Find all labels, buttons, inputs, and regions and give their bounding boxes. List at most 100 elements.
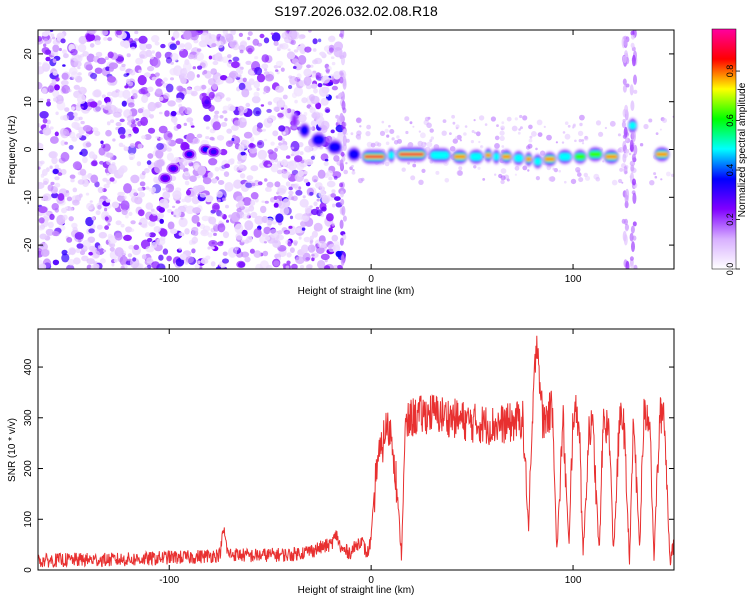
noise-point	[303, 236, 311, 243]
stripe-point	[622, 84, 627, 93]
noise-point	[79, 151, 83, 155]
noise-point	[581, 139, 585, 142]
noise-point	[171, 116, 178, 123]
noise-point	[155, 78, 164, 87]
noise-point	[216, 96, 221, 101]
noise-point	[38, 81, 43, 90]
noise-point	[66, 237, 73, 243]
noise-point	[233, 179, 243, 189]
noise-point	[237, 160, 242, 165]
stripe-point	[633, 89, 638, 94]
noise-point	[318, 190, 326, 198]
noise-point	[307, 244, 316, 253]
noise-point	[72, 199, 80, 206]
noise-point	[421, 168, 426, 173]
noise-point	[134, 38, 139, 42]
noise-point	[62, 214, 68, 221]
noise-point	[567, 124, 571, 128]
noise-point	[352, 169, 355, 172]
noise-point	[111, 201, 119, 209]
noise-point	[152, 58, 161, 68]
noise-point	[53, 231, 60, 237]
noise-point	[291, 146, 295, 150]
noise-point	[471, 130, 475, 133]
stripe-point	[630, 100, 635, 111]
noise-point	[102, 177, 108, 182]
noise-point	[97, 100, 102, 106]
noise-point	[535, 176, 541, 181]
band-segment	[430, 151, 450, 159]
noise-point	[159, 137, 163, 140]
noise-point	[333, 71, 341, 80]
noise-point	[574, 139, 577, 143]
noise-point	[245, 102, 251, 108]
noise-point	[260, 104, 265, 107]
noise-point	[276, 169, 283, 175]
noise-point	[63, 190, 70, 197]
noise-point	[207, 171, 214, 179]
noise-point	[253, 228, 262, 238]
noise-point	[72, 161, 82, 170]
noise-point	[162, 191, 171, 200]
noise-point	[56, 100, 66, 111]
noise-point	[38, 186, 42, 189]
snr-plot-area	[38, 329, 674, 570]
spectrogram-x-label: Height of straight line (km)	[298, 286, 415, 297]
noise-point	[151, 261, 160, 269]
noise-point	[323, 161, 329, 167]
noise-point	[269, 228, 278, 239]
noise-point	[166, 147, 172, 152]
stripe-point	[623, 38, 628, 46]
noise-point	[459, 139, 462, 142]
noise-point	[639, 143, 644, 147]
noise-point	[229, 39, 238, 49]
noise-point	[179, 253, 187, 260]
noise-point	[249, 248, 255, 254]
noise-point	[324, 158, 329, 162]
noise-point	[327, 243, 336, 253]
noise-point	[45, 49, 52, 55]
noise-point	[67, 259, 75, 266]
noise-point	[222, 110, 228, 114]
noise-point	[100, 140, 104, 145]
stripe-point	[630, 42, 635, 49]
noise-point	[263, 37, 270, 44]
noise-point	[126, 121, 131, 126]
noise-point	[286, 252, 292, 258]
noise-point	[299, 36, 303, 40]
noise-point	[62, 64, 66, 67]
stripe-point	[339, 33, 344, 38]
noise-point	[107, 223, 111, 226]
noise-point	[178, 158, 187, 167]
noise-point	[129, 228, 135, 232]
noise-point	[201, 229, 208, 235]
noise-point	[117, 167, 125, 176]
noise-point	[52, 71, 58, 76]
noise-point	[113, 111, 122, 118]
noise-point	[309, 106, 314, 111]
noise-point	[191, 229, 199, 237]
noise-point	[46, 98, 51, 102]
noise-point	[238, 110, 244, 116]
noise-point	[264, 178, 268, 182]
noise-point	[424, 116, 430, 122]
noise-point	[222, 197, 227, 202]
noise-point	[111, 262, 115, 267]
signal-blob	[186, 151, 193, 157]
noise-point	[217, 223, 226, 233]
stripe-point	[339, 237, 344, 246]
noise-point	[273, 260, 280, 267]
stripe-point	[342, 134, 347, 147]
y-tick-label: 300	[23, 409, 34, 426]
noise-point	[39, 233, 47, 240]
noise-point	[104, 216, 109, 221]
noise-point	[274, 147, 278, 152]
noise-point	[99, 160, 104, 165]
noise-point	[57, 172, 63, 176]
noise-point	[247, 36, 251, 41]
noise-point	[170, 77, 174, 81]
noise-point	[129, 143, 136, 148]
noise-point	[291, 196, 295, 201]
noise-point	[407, 161, 410, 165]
